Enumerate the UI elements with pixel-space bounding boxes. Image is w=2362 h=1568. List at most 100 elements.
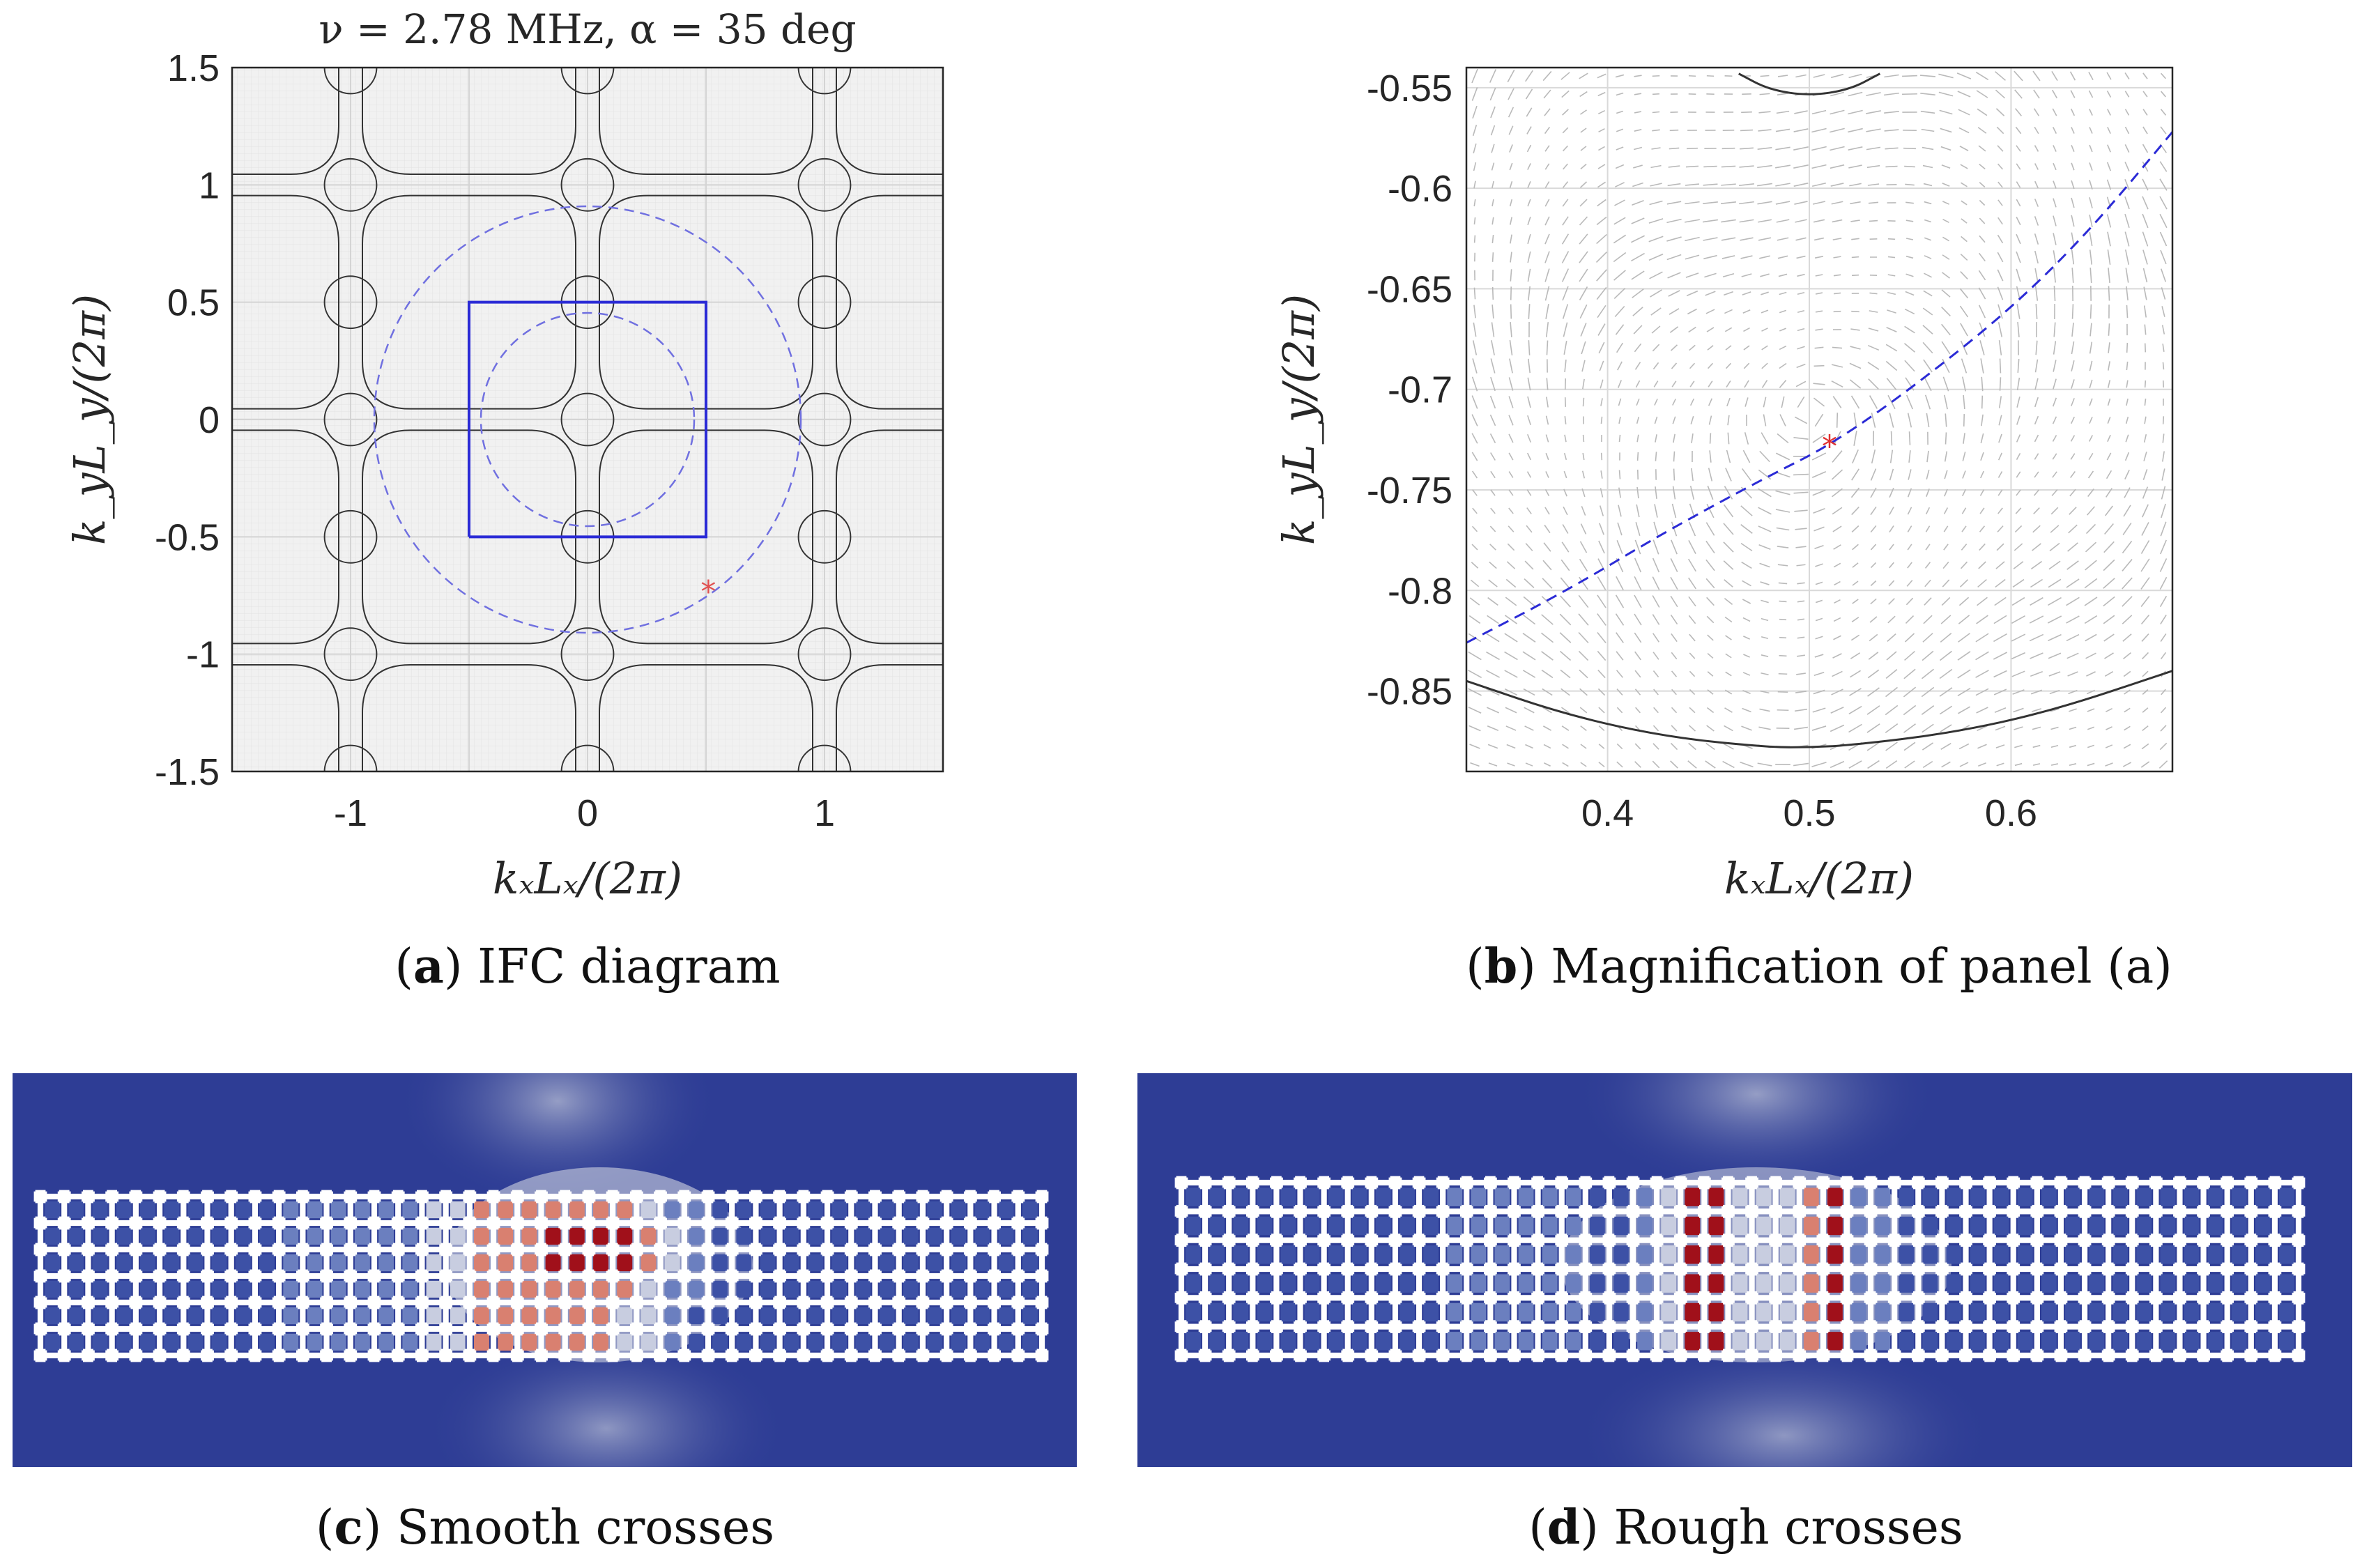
lattice-cross — [1580, 1291, 1591, 1305]
arrow — [2106, 470, 2112, 479]
arrow — [1993, 689, 2007, 695]
arrow — [1888, 580, 1895, 587]
lattice-cross — [226, 1243, 237, 1256]
lattice-cross — [2246, 1348, 2257, 1362]
lattice-cell — [1756, 1216, 1772, 1236]
lattice-cross — [369, 1216, 380, 1230]
arrow — [1866, 705, 1880, 715]
arrow — [1743, 345, 1750, 351]
lattice-cell — [1423, 1302, 1439, 1322]
arrow — [1941, 289, 1951, 298]
arrow — [1597, 305, 1606, 318]
lattice-cell — [974, 1254, 990, 1272]
arrow — [1597, 688, 1606, 696]
arrow — [1705, 522, 1715, 536]
arrow — [2053, 268, 2056, 283]
arrow — [1526, 452, 1532, 461]
arrow — [2016, 377, 2020, 391]
arrow — [1958, 706, 1970, 714]
lattice-cross — [154, 1216, 165, 1230]
lattice-cross — [1841, 1348, 1853, 1362]
arrow — [1472, 507, 1478, 514]
caption-a-text: IFC diagram — [477, 939, 781, 994]
lattice-cross — [726, 1296, 737, 1309]
arrow — [1491, 252, 1494, 262]
arrow — [1849, 379, 1862, 389]
lattice-cell — [1779, 1187, 1795, 1206]
contour-circle — [797, 392, 852, 447]
arrow — [1707, 671, 1714, 677]
arrow — [1866, 110, 1881, 114]
lattice-cell — [235, 1254, 251, 1272]
arrow — [1870, 506, 1877, 516]
lattice-cell — [1922, 1302, 1938, 1322]
arrow — [1941, 761, 1951, 768]
arrow — [2125, 268, 2129, 283]
lattice-cell — [1970, 1187, 1986, 1206]
arrow — [1527, 163, 1531, 170]
lattice-cell — [1803, 1332, 1819, 1351]
arrow — [1527, 199, 1531, 207]
contour-circle — [560, 392, 615, 447]
arrow — [1707, 485, 1714, 500]
lattice-cell — [2231, 1302, 2247, 1322]
arrow — [1905, 238, 1914, 240]
lattice-cell — [617, 1307, 633, 1325]
lattice-cross — [1533, 1233, 1543, 1247]
arrow — [1761, 636, 1769, 640]
arrow — [1563, 322, 1568, 337]
lattice-cross — [1889, 1204, 1900, 1218]
lattice-cross — [35, 1216, 46, 1230]
arrow — [1832, 450, 1843, 463]
lattice-cell — [187, 1280, 204, 1298]
lattice-cell — [1471, 1245, 1487, 1264]
arrow — [1527, 286, 1531, 301]
lattice-cross — [1295, 1233, 1305, 1247]
lattice-cell — [211, 1254, 227, 1272]
arrow — [2066, 597, 2080, 606]
arrow — [1726, 449, 1731, 463]
arrow — [1998, 396, 2002, 408]
lattice-cross — [894, 1243, 905, 1256]
arrow — [2142, 91, 2148, 98]
arrow — [2124, 126, 2130, 134]
arrow — [1489, 561, 1497, 569]
arrow — [2033, 89, 2040, 99]
arrow — [1688, 615, 1696, 624]
lattice-cell — [951, 1280, 967, 1298]
lattice-cell — [569, 1201, 585, 1219]
lattice-cross — [1556, 1262, 1567, 1276]
arrow — [1905, 615, 1915, 624]
lattice-cell — [1827, 1274, 1843, 1293]
arrow — [1504, 615, 1518, 624]
arrow — [2012, 689, 2025, 695]
arrow — [1997, 525, 2004, 532]
arrow — [2124, 249, 2130, 265]
arrow — [1634, 743, 1641, 750]
lattice-cross — [583, 1296, 595, 1309]
arrow — [2106, 488, 2112, 498]
lattice-cell — [641, 1254, 657, 1272]
lattice-cell — [1375, 1302, 1391, 1322]
lattice-cell — [1209, 1274, 1225, 1293]
panel-b-frame — [1465, 66, 2174, 773]
lattice-cross — [1390, 1233, 1401, 1247]
arrow — [1939, 687, 1953, 697]
lattice-cell — [1589, 1302, 1605, 1322]
lattice-cross — [1841, 1262, 1853, 1276]
lattice-cell — [2065, 1332, 2080, 1351]
y-tick-label: -0.85 — [1367, 671, 1452, 713]
arrow — [2034, 145, 2039, 152]
arrow — [1527, 377, 1531, 391]
arrow — [1962, 470, 1966, 479]
lattice-cell — [68, 1333, 84, 1351]
lattice-cell — [1542, 1187, 1558, 1206]
lattice-cross — [2055, 1176, 2066, 1190]
lattice-cell — [1779, 1245, 1795, 1264]
arrow — [1652, 362, 1659, 370]
arrow — [1618, 505, 1622, 517]
arrow — [1758, 507, 1772, 515]
lattice-cross — [2222, 1291, 2233, 1305]
arrow — [2161, 503, 2166, 518]
arrow — [2085, 560, 2097, 571]
